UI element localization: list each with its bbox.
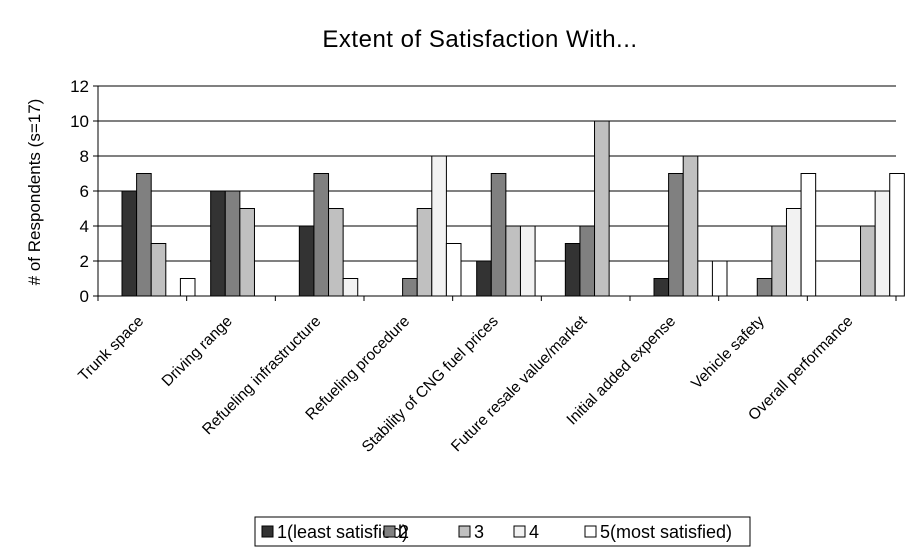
bar bbox=[860, 225, 876, 297]
bar bbox=[519, 225, 536, 297]
legend-label: 4 bbox=[529, 522, 539, 542]
bar bbox=[224, 190, 241, 297]
bar bbox=[800, 173, 817, 297]
bar bbox=[505, 225, 521, 297]
bar bbox=[889, 173, 905, 297]
bar bbox=[136, 173, 152, 297]
y-tick-label: 12 bbox=[70, 77, 89, 96]
bar bbox=[342, 278, 359, 297]
y-tick-label: 0 bbox=[80, 287, 89, 306]
bar bbox=[682, 155, 699, 297]
bar bbox=[771, 225, 787, 297]
y-tick-label: 6 bbox=[80, 182, 89, 201]
chart-title: Extent of Satisfaction With... bbox=[322, 26, 637, 53]
category-label: Vehicle safety bbox=[688, 313, 768, 393]
y-tick-label: 8 bbox=[80, 147, 89, 166]
bar bbox=[756, 278, 773, 297]
bars bbox=[121, 120, 905, 297]
bar bbox=[711, 260, 728, 297]
legend-swatch bbox=[513, 525, 526, 538]
bar bbox=[490, 173, 507, 297]
bar bbox=[210, 190, 226, 297]
bar bbox=[785, 208, 802, 297]
bar bbox=[445, 243, 462, 297]
y-tick-label: 10 bbox=[70, 112, 89, 131]
bar bbox=[431, 155, 447, 297]
y-tick-labels: 0 2 4 6 8 10 12 bbox=[70, 77, 89, 306]
bar bbox=[416, 208, 433, 297]
y-tick-label: 2 bbox=[80, 252, 89, 271]
y-axis-label: # of Respondents (s=17) bbox=[25, 99, 44, 286]
bar bbox=[653, 278, 670, 297]
category-label: Driving range bbox=[159, 313, 236, 390]
bar bbox=[150, 243, 167, 297]
category-label: Trunk space bbox=[75, 313, 147, 385]
legend-label: 1(least satisfied) bbox=[277, 522, 408, 542]
axes bbox=[93, 85, 897, 301]
legend-label: 3 bbox=[474, 522, 484, 542]
bar bbox=[328, 208, 344, 297]
bar bbox=[594, 120, 610, 297]
bar bbox=[239, 208, 255, 297]
bar bbox=[476, 260, 492, 297]
bar bbox=[668, 173, 684, 297]
legend: 1(least satisfied)2 3 4 5(most satisfied) bbox=[254, 516, 751, 547]
bar bbox=[313, 173, 330, 297]
bar bbox=[579, 225, 596, 297]
legend-label: 5(most satisfied) bbox=[600, 522, 732, 542]
legend-swatch bbox=[261, 525, 274, 538]
legend-frame bbox=[254, 516, 751, 547]
bar bbox=[298, 225, 315, 297]
bar bbox=[564, 243, 581, 297]
legend-swatch bbox=[458, 525, 471, 538]
y-tick-label: 4 bbox=[80, 217, 89, 236]
legend-label: 2 bbox=[399, 522, 409, 542]
legend-swatch bbox=[584, 525, 597, 538]
bar bbox=[121, 190, 138, 297]
legend-swatch bbox=[383, 525, 396, 538]
bar bbox=[179, 278, 196, 297]
bar bbox=[874, 190, 891, 297]
bar bbox=[402, 278, 418, 297]
